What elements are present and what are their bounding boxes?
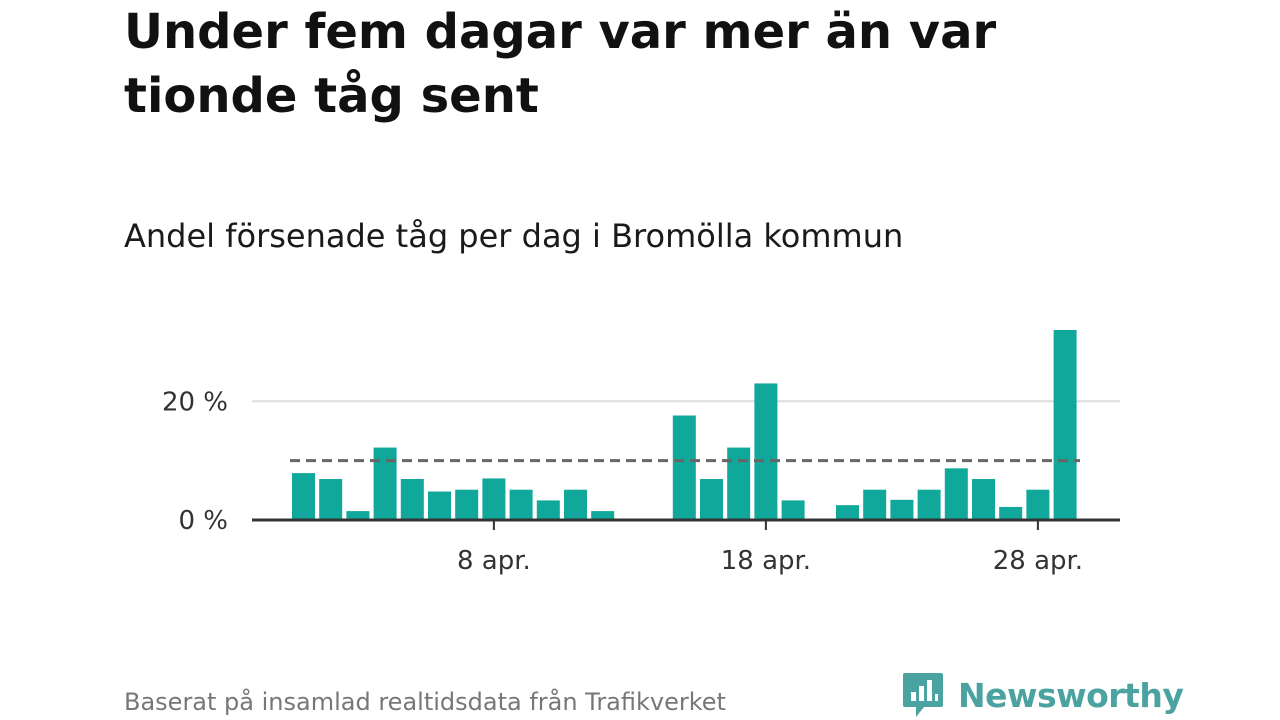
bar (999, 506, 1023, 520)
bar (509, 489, 533, 520)
bar (890, 499, 914, 520)
bar (564, 489, 587, 520)
bar (917, 489, 941, 520)
bar (944, 468, 968, 520)
axis-group: 0 % 20 % 8 apr. 18 apr. 28 apr. (162, 387, 1120, 576)
source-note: Baserat på insamlad realtidsdata från Tr… (124, 688, 726, 716)
bar (428, 491, 451, 520)
x-tick-label: 28 apr. (993, 546, 1083, 576)
bar (346, 511, 370, 520)
bar (1026, 489, 1050, 520)
y-tick-label: 20 % (162, 387, 228, 417)
newsworthy-logo-icon (903, 673, 943, 717)
x-tick-label: 18 apr. (721, 546, 811, 576)
bar (292, 473, 315, 520)
bar-chart: 0 % 20 % 8 apr. 18 apr. 28 apr. (162, 330, 1120, 576)
bar (591, 511, 615, 520)
bar (319, 479, 343, 520)
bar (863, 489, 887, 520)
x-tick-label: 8 apr. (457, 546, 531, 576)
chart-title: Under fem dagar var mer än var tionde tå… (124, 4, 997, 124)
bar (781, 500, 805, 520)
bar (1053, 330, 1077, 520)
bar (972, 479, 995, 520)
brand[interactable]: Newsworthy (902, 672, 1184, 718)
bar (754, 383, 778, 520)
bar (672, 415, 696, 520)
bar (536, 500, 560, 520)
bar (700, 479, 723, 520)
bar (400, 479, 424, 520)
chart-subtitle: Andel försenade tåg per dag i Bromölla k… (124, 217, 904, 255)
bars (292, 330, 1077, 520)
bar (373, 447, 397, 520)
brand-name: Newsworthy (958, 675, 1184, 715)
bar (455, 489, 479, 520)
bar (727, 447, 751, 520)
bar (836, 505, 859, 520)
bar (482, 478, 506, 520)
y-tick-label: 0 % (178, 506, 228, 536)
